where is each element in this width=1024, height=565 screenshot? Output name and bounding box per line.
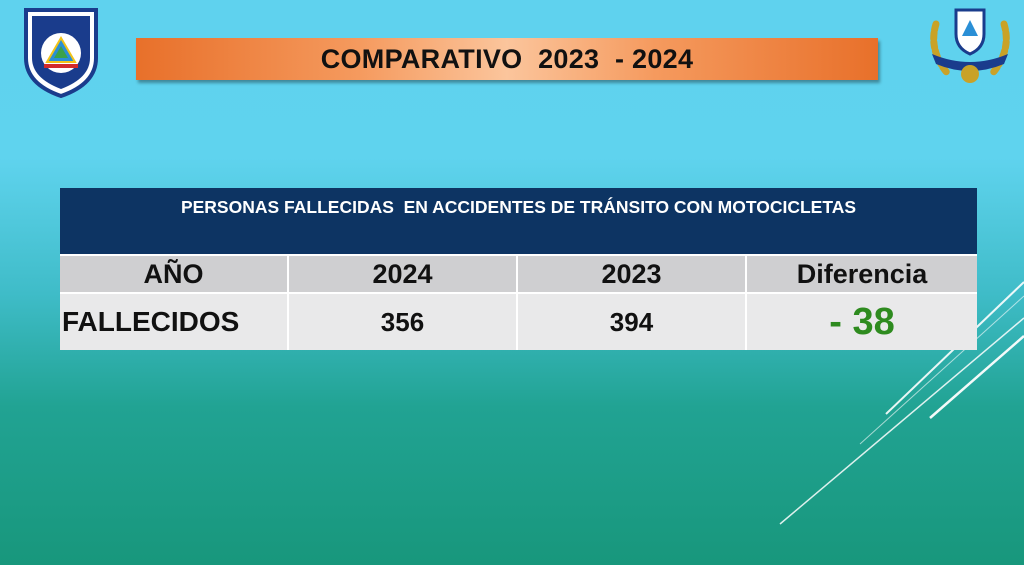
- column-header-2024: 2024: [289, 256, 518, 292]
- table-title: PERSONAS FALLECIDAS EN ACCIDENTES DE TRÁ…: [60, 188, 977, 254]
- difference-value: - 38: [829, 300, 895, 343]
- police-badge-logo: [22, 6, 100, 99]
- value-2023: 394: [518, 294, 747, 350]
- table-header-row: AÑO 2024 2023 Diferencia: [60, 254, 977, 292]
- column-header-2023: 2023: [518, 256, 747, 292]
- column-header-year: AÑO: [60, 256, 289, 292]
- value-2024: 356: [289, 294, 518, 350]
- page-title: COMPARATIVO 2023 - 2024: [320, 43, 694, 74]
- anniversary-emblem: [922, 4, 1018, 88]
- row-label-fallecidos: FALLECIDOS: [60, 294, 289, 350]
- column-header-difference: Diferencia: [796, 258, 928, 289]
- comparison-table: PERSONAS FALLECIDAS EN ACCIDENTES DE TRÁ…: [60, 188, 977, 350]
- table-row: FALLECIDOS 356 394 - 38: [60, 292, 977, 350]
- title-banner: COMPARATIVO 2023 - 2024: [136, 38, 878, 80]
